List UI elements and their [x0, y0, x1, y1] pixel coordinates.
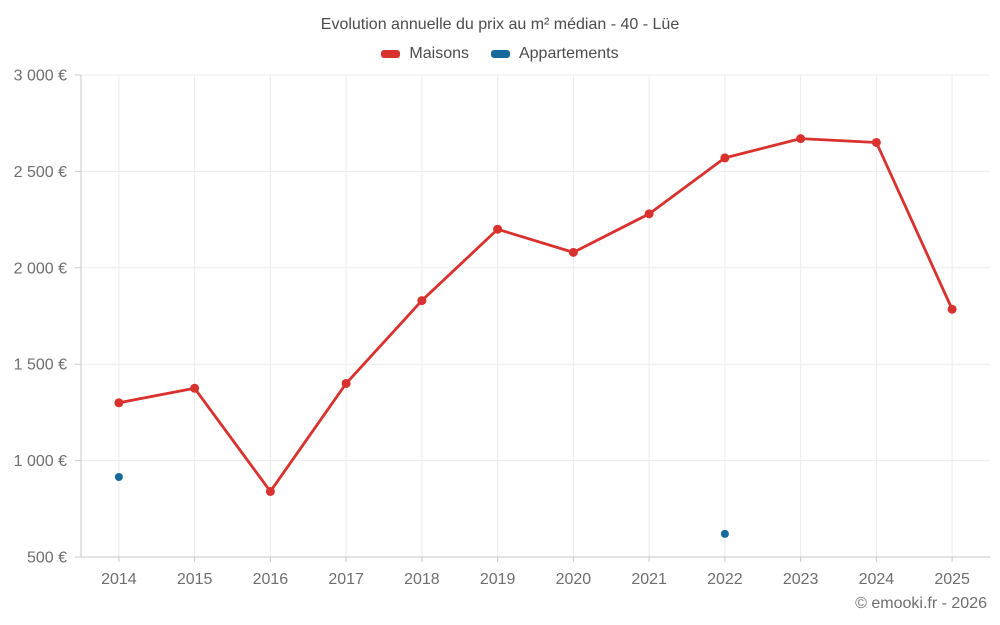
x-axis-label: 2020: [556, 571, 592, 588]
x-axis-label: 2025: [934, 571, 970, 588]
appartements-series-marker-icon: [490, 50, 510, 58]
y-axis-label: 500 €: [27, 550, 67, 567]
maisons-point-2017: [341, 378, 351, 388]
x-axis-label: 2015: [177, 571, 213, 588]
legend-label-appartements: Appartements: [518, 45, 619, 62]
x-axis-label: 2019: [480, 571, 516, 588]
y-axis-label: 2 500 €: [14, 164, 67, 181]
maisons-line: [117, 137, 954, 493]
x-axis-label: 2018: [404, 571, 440, 588]
legend-item-maisons: Maisons: [381, 45, 469, 63]
x-axis-label: 2021: [631, 571, 667, 588]
maisons-point-2016: [265, 486, 275, 496]
x-axis-label: 2014: [101, 571, 137, 588]
maisons-point-2025: [947, 304, 957, 314]
x-axis-label: 2022: [707, 571, 743, 588]
y-axis-label: 1 000 €: [14, 453, 67, 470]
maisons-series-marker-icon: [381, 50, 401, 58]
maisons-point-2024: [871, 137, 881, 147]
chart-legend: Maisons Appartements: [0, 45, 1000, 63]
chart-title: Evolution annuelle du prix au m² médian …: [320, 16, 680, 33]
legend-label-maisons: Maisons: [409, 45, 469, 62]
x-axis-label: 2017: [328, 571, 364, 588]
watermark: © emooki.fr - 2026: [855, 595, 987, 612]
maisons-point-2015: [190, 383, 200, 393]
maisons-point-2020: [568, 247, 578, 257]
maisons-point-2021: [644, 209, 654, 219]
maisons-point-2014: [114, 398, 124, 408]
x-axis-label: 2016: [253, 571, 289, 588]
appartements-point-2022: [720, 529, 729, 538]
y-axis-label: 1 500 €: [14, 357, 67, 374]
legend-item-appartements: Appartements: [490, 45, 619, 63]
x-axis-label: 2023: [783, 571, 819, 588]
maisons-point-2023: [796, 134, 806, 144]
maisons-point-2018: [417, 296, 427, 306]
y-axis-label: 2 000 €: [14, 260, 67, 277]
maisons-point-2022: [720, 153, 730, 163]
y-axis-label: 3 000 €: [14, 68, 67, 85]
x-axis-label: 2024: [859, 571, 895, 588]
maisons-point-2019: [493, 224, 503, 234]
appartements-point-2014: [114, 472, 123, 481]
